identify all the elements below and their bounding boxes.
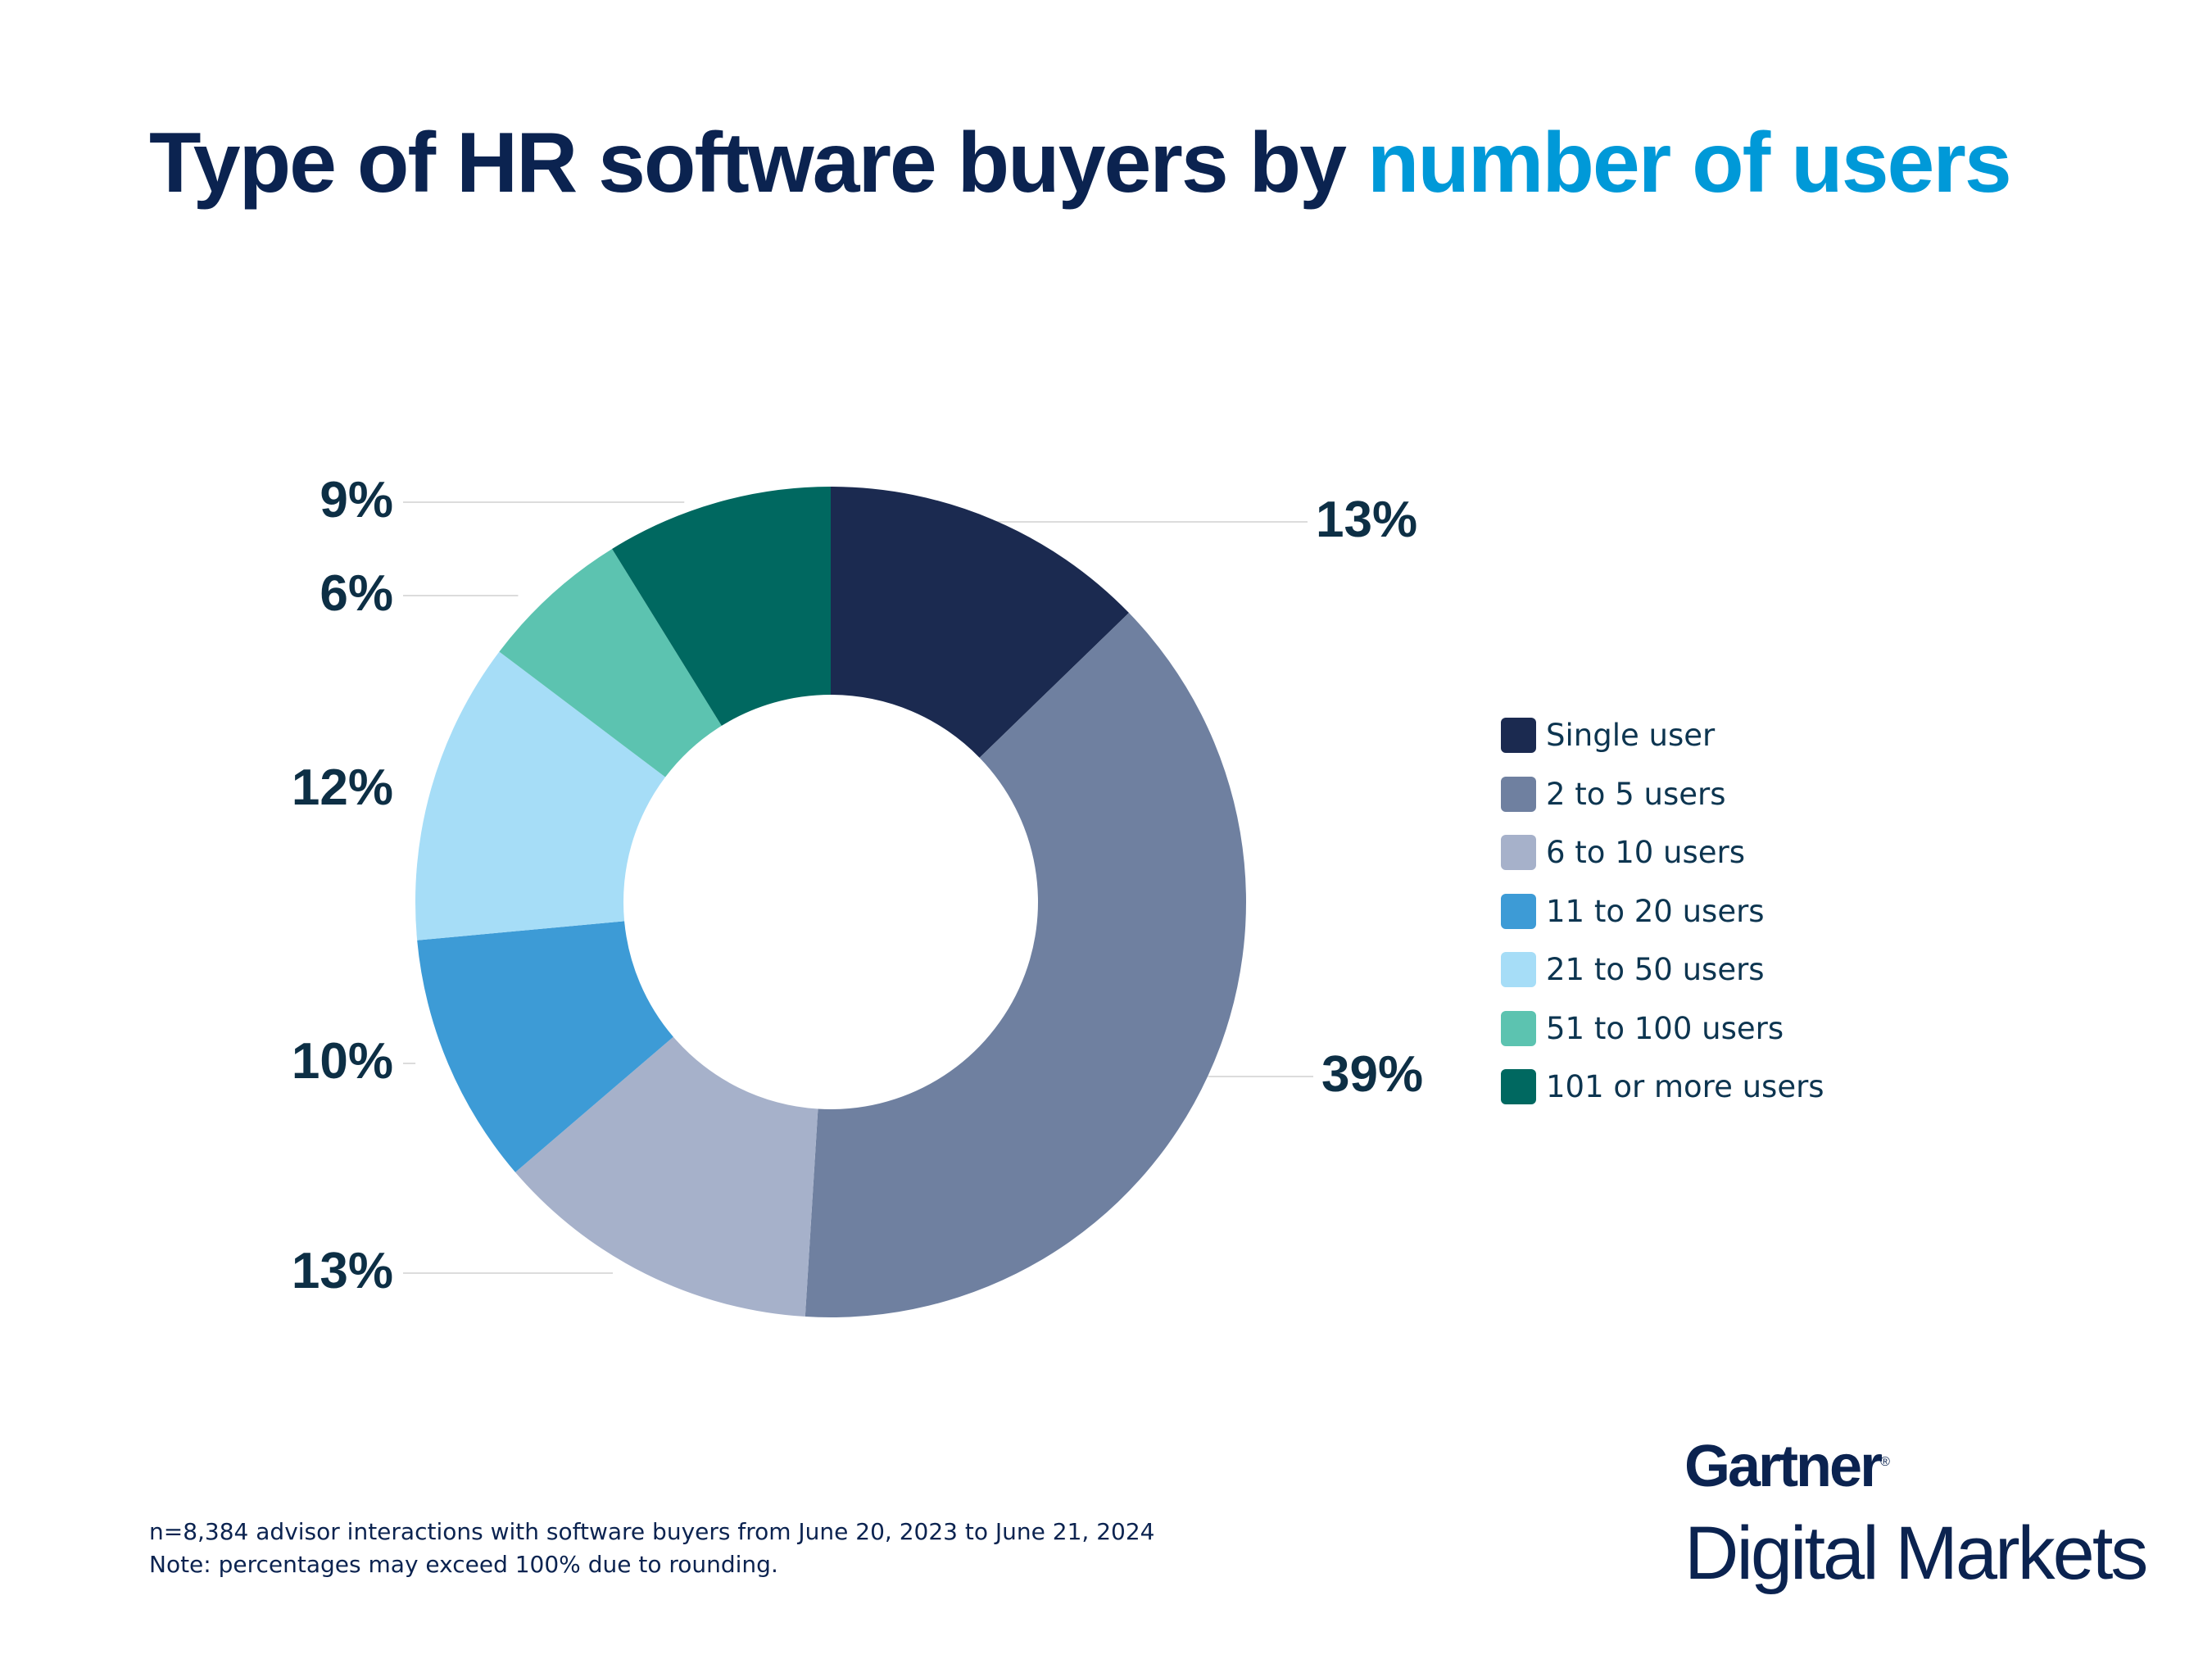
- legend-swatch: [1501, 835, 1536, 871]
- data-label: 9%: [320, 472, 393, 528]
- legend-item: 51 to 100 users: [1501, 999, 1824, 1058]
- legend-item: 6 to 10 users: [1501, 823, 1824, 882]
- legend-item: 21 to 50 users: [1501, 941, 1824, 999]
- data-label: 6%: [320, 565, 393, 622]
- legend-swatch: [1501, 1010, 1536, 1046]
- donut-slice-1: [831, 487, 1129, 758]
- title-prefix: Type of HR software buyers by: [149, 116, 1367, 211]
- data-label: 13%: [292, 1243, 393, 1299]
- data-label: 12%: [292, 759, 393, 816]
- footer-notes: n=8,384 advisor interactions with softwa…: [149, 1516, 1154, 1581]
- legend-label: 101 or more users: [1546, 1069, 1824, 1105]
- donut-slice-2: [805, 613, 1246, 1317]
- legend-label: 21 to 50 users: [1546, 952, 1765, 988]
- donut-slice-5: [415, 651, 666, 941]
- logo-reg: ®: [1880, 1455, 1890, 1469]
- legend-swatch: [1501, 893, 1536, 929]
- legend-label: Single user: [1546, 718, 1716, 754]
- logo-brand: Gartner: [1684, 1434, 1883, 1499]
- legend-label: 11 to 20 users: [1546, 893, 1765, 929]
- data-label: 39%: [1321, 1046, 1423, 1103]
- legend-label: 6 to 10 users: [1546, 835, 1746, 871]
- data-label: 13%: [1316, 492, 1417, 548]
- legend-swatch: [1501, 718, 1536, 754]
- sample-note: n=8,384 advisor interactions with softwa…: [149, 1518, 1155, 1545]
- donut-slice-4: [417, 921, 673, 1172]
- legend-item: 11 to 20 users: [1501, 882, 1824, 941]
- rounding-note: Note: percentages may exceed 100% due to…: [149, 1551, 778, 1578]
- legend-label: 2 to 5 users: [1546, 776, 1726, 812]
- legend-label: 51 to 100 users: [1546, 1010, 1784, 1046]
- data-label: 10%: [292, 1033, 393, 1090]
- title-highlight: number of users: [1367, 116, 2012, 211]
- donut-slice-3: [514, 1036, 818, 1317]
- legend: Single user 2 to 5 users 6 to 10 users 11 t…: [1501, 706, 1824, 1117]
- chart-title: Type of HR software buyers by number of …: [149, 107, 2033, 220]
- legend-swatch: [1501, 1069, 1536, 1105]
- logo-product: Digital Markets: [1684, 1512, 2148, 1595]
- legend-item: 101 or more users: [1501, 1058, 1824, 1117]
- legend-swatch: [1501, 776, 1536, 812]
- legend-item: 2 to 5 users: [1501, 765, 1824, 824]
- gartner-logo: Gartner® Digital Markets: [1684, 1430, 2148, 1595]
- legend-swatch: [1501, 952, 1536, 988]
- legend-item: Single user: [1501, 706, 1824, 765]
- donut-slice-7: [612, 487, 831, 726]
- donut-slice-6: [499, 548, 722, 777]
